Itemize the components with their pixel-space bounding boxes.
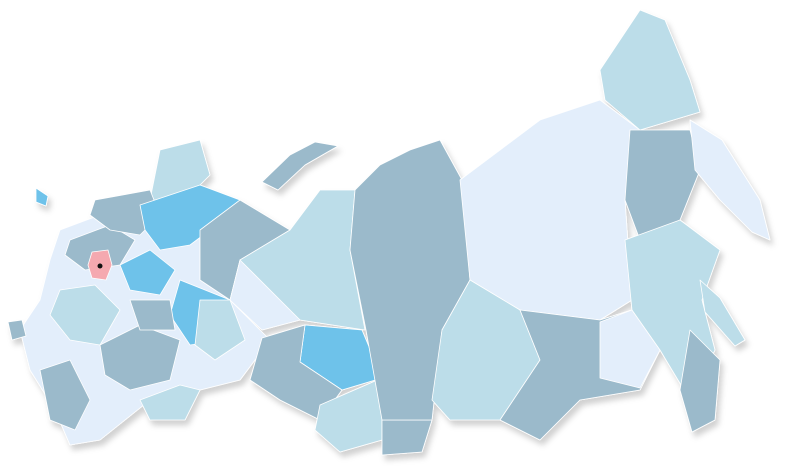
region bbox=[89, 189, 161, 236]
region bbox=[39, 359, 91, 431]
region bbox=[679, 329, 721, 433]
regions bbox=[7, 9, 771, 456]
capital-marker bbox=[97, 263, 103, 269]
region bbox=[129, 299, 176, 331]
region bbox=[459, 99, 641, 321]
region bbox=[599, 309, 661, 389]
region bbox=[194, 299, 246, 361]
region bbox=[624, 129, 701, 241]
region bbox=[229, 259, 301, 331]
region bbox=[699, 279, 746, 347]
region bbox=[139, 384, 201, 421]
region bbox=[119, 249, 176, 296]
region bbox=[599, 9, 701, 131]
region bbox=[35, 187, 49, 207]
region bbox=[689, 119, 771, 241]
region bbox=[381, 419, 433, 456]
region bbox=[7, 319, 27, 341]
region bbox=[261, 141, 339, 191]
region bbox=[314, 377, 383, 453]
